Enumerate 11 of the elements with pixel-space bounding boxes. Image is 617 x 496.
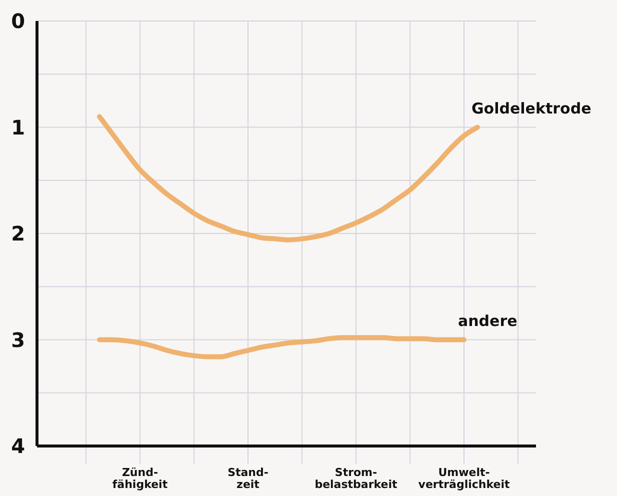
y-tick-label: 3 bbox=[11, 328, 25, 352]
x-tick-label: Zünd- fähigkeit bbox=[112, 466, 168, 491]
x-tick-label: Umwelt- verträglichkeit bbox=[418, 466, 510, 491]
y-tick-label: 1 bbox=[11, 115, 25, 140]
series-label: andere bbox=[458, 312, 518, 330]
y-tick-label: 0 bbox=[11, 9, 25, 33]
series-label: Goldelektrode bbox=[472, 99, 592, 118]
x-tick-label: Stand- zeit bbox=[228, 466, 268, 491]
y-tick-label: 4 bbox=[11, 434, 25, 458]
y-tick-label: 2 bbox=[11, 222, 25, 246]
x-tick-label: Strom- belastbarkeit bbox=[314, 466, 398, 491]
